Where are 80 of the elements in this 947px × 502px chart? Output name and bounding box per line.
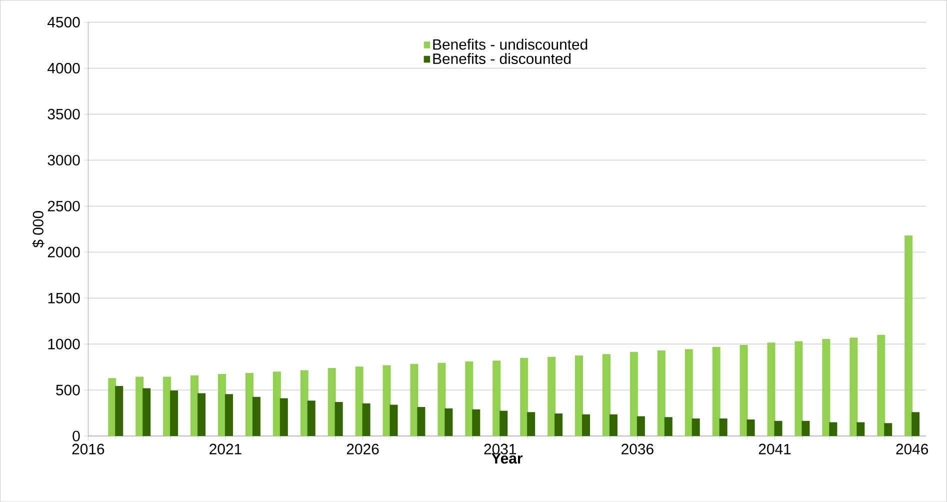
bar xyxy=(252,396,260,436)
x-tick-label: 2036 xyxy=(622,444,654,454)
y-axis-title: $ 000 xyxy=(32,210,44,248)
y-tick-label: 3500 xyxy=(48,108,80,120)
bar xyxy=(609,414,618,436)
bar xyxy=(245,372,254,436)
bar xyxy=(684,349,693,436)
bar xyxy=(136,376,144,436)
bar xyxy=(224,394,233,436)
bar xyxy=(719,418,728,436)
bar xyxy=(575,355,584,436)
bar xyxy=(307,400,316,436)
y-tick-label: 500 xyxy=(56,384,80,396)
bar xyxy=(767,342,776,436)
bar xyxy=(657,350,666,436)
bar xyxy=(520,358,528,436)
bar xyxy=(912,412,920,436)
bar xyxy=(410,364,418,436)
bar xyxy=(829,422,838,436)
bar xyxy=(492,360,501,436)
bar xyxy=(500,410,508,436)
x-axis-title: Year xyxy=(491,453,523,464)
bar xyxy=(198,393,206,436)
bar xyxy=(712,346,720,436)
bar xyxy=(163,376,172,436)
legend-label: Benefits - undiscounted xyxy=(433,38,588,50)
bar xyxy=(382,365,391,436)
bar xyxy=(746,419,755,436)
bar xyxy=(802,420,810,436)
bar xyxy=(334,402,343,436)
bar xyxy=(582,414,590,436)
x-tick-label: 2046 xyxy=(896,444,928,454)
bar xyxy=(856,422,865,436)
bar xyxy=(884,423,892,436)
legend-label: Benefits - discounted xyxy=(433,52,571,64)
bar xyxy=(740,344,748,436)
x-tick-label: 2041 xyxy=(758,444,791,454)
bar xyxy=(850,338,858,436)
bar xyxy=(465,361,474,436)
bar xyxy=(472,409,480,436)
bar xyxy=(328,368,336,436)
bar xyxy=(664,417,672,436)
x-tick-label: 2016 xyxy=(72,444,104,454)
y-tick-label: 0 xyxy=(72,430,80,442)
bar xyxy=(877,334,886,436)
y-tick-label: 4000 xyxy=(48,62,80,74)
bar xyxy=(692,418,700,436)
y-tick-label: 2500 xyxy=(48,200,80,212)
bar xyxy=(190,375,199,436)
bar xyxy=(390,404,398,436)
bar xyxy=(527,412,536,436)
bar xyxy=(280,398,288,436)
bar xyxy=(438,362,446,436)
bar xyxy=(822,338,830,436)
bar xyxy=(794,341,803,436)
x-tick-label: 2031 xyxy=(484,444,516,454)
y-tick-label: 1000 xyxy=(48,338,80,350)
bar xyxy=(362,403,370,436)
x-tick-label: 2026 xyxy=(346,444,379,454)
bar xyxy=(355,366,364,436)
bar xyxy=(636,416,645,436)
bar xyxy=(554,413,563,436)
bar xyxy=(170,390,178,436)
bar xyxy=(774,420,782,436)
bar xyxy=(904,235,913,436)
bar xyxy=(417,406,426,436)
bar xyxy=(115,386,124,436)
bar xyxy=(602,354,610,436)
y-tick-label: 4500 xyxy=(48,16,80,28)
bar xyxy=(444,408,453,436)
y-tick-label: 1500 xyxy=(48,292,80,304)
y-tick-label: 2000 xyxy=(48,246,80,258)
bar xyxy=(272,372,281,436)
bar xyxy=(218,374,226,436)
y-tick-label: 3000 xyxy=(48,154,80,166)
x-tick-label: 2021 xyxy=(210,444,242,454)
bar xyxy=(300,370,308,436)
bar xyxy=(548,356,556,436)
bar xyxy=(142,388,151,436)
bar xyxy=(630,352,638,436)
